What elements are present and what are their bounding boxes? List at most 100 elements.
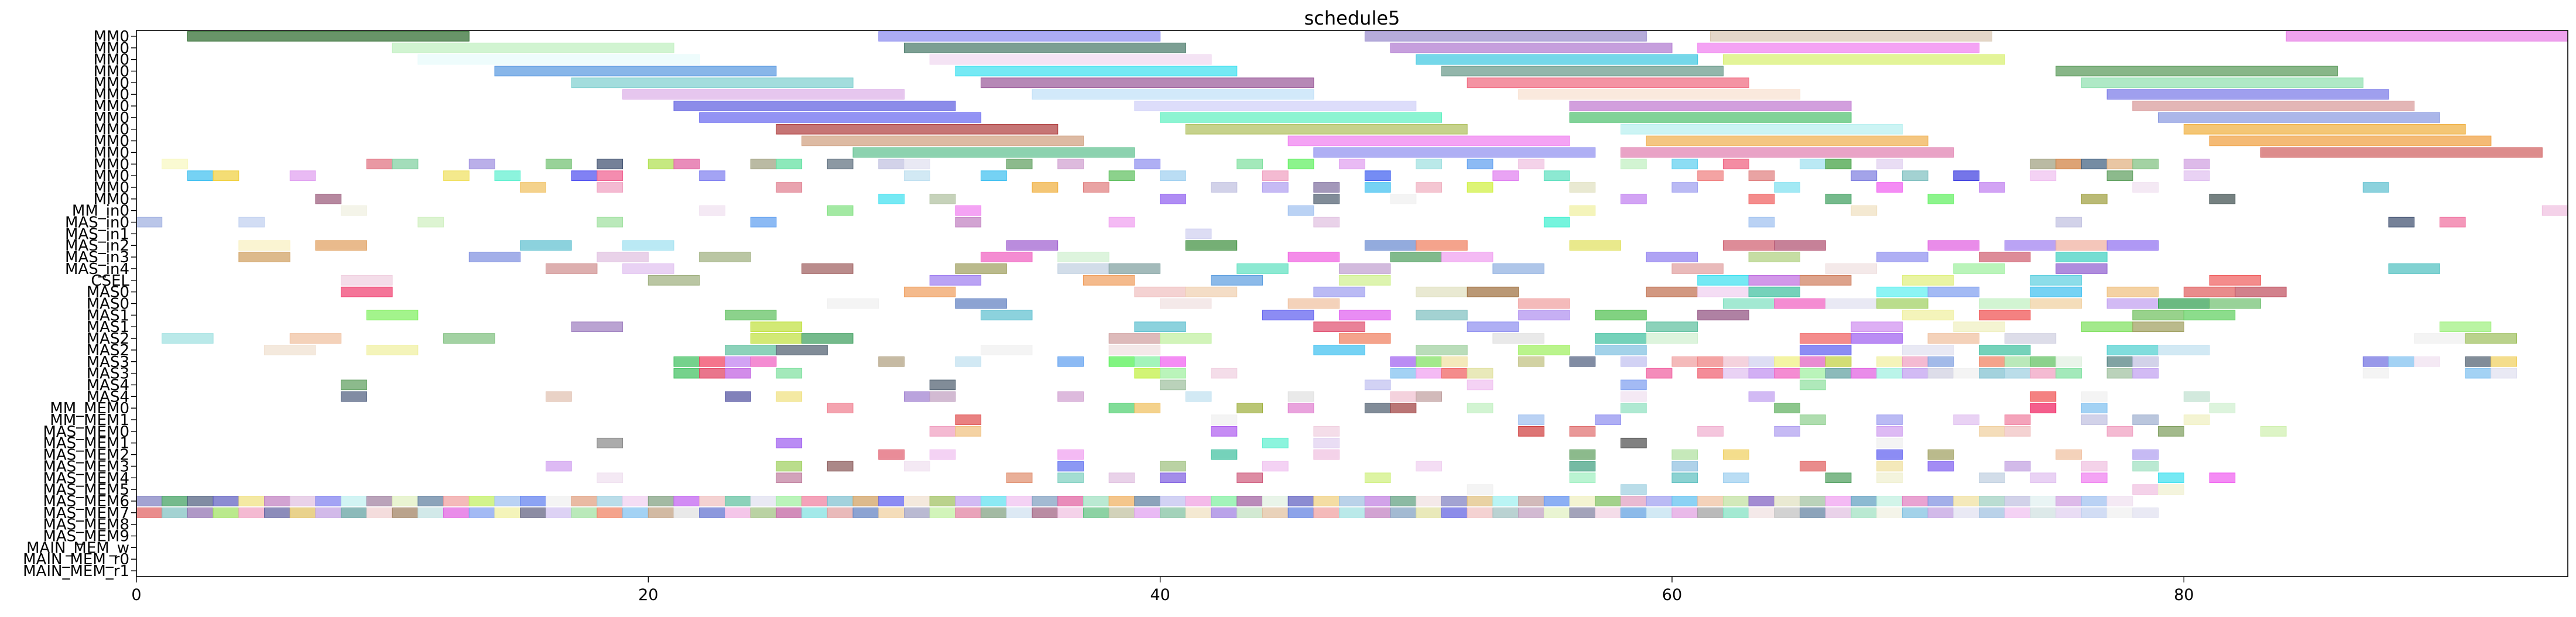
task-bar-89	[1108, 170, 1135, 181]
task-bar-552	[1927, 496, 1954, 506]
task-bar-628	[1876, 508, 1903, 518]
task-bar-223	[2106, 286, 2159, 297]
task-bar-71	[1825, 159, 1852, 170]
task-bar-629	[1902, 508, 1928, 518]
task-bar-249	[1902, 310, 1954, 321]
task-bar-484	[187, 496, 214, 506]
task-bar-132	[2209, 194, 2236, 204]
task-bar-216	[1467, 286, 1519, 297]
task-bar-601	[1185, 508, 1212, 518]
task-bar-23	[1518, 89, 1801, 100]
task-bar-609	[1390, 508, 1417, 518]
task-bar-172	[597, 252, 649, 262]
task-bar-374	[725, 391, 751, 402]
task-bar-251	[2132, 310, 2184, 321]
task-bar-352	[1876, 368, 1903, 379]
task-bar-173	[699, 252, 751, 262]
task-bar-76	[2106, 159, 2133, 170]
task-bar-474	[2030, 472, 2057, 484]
y-tick-label-28: MAS3	[87, 354, 129, 371]
task-bar-608	[1364, 508, 1391, 518]
task-bar-252	[2183, 310, 2236, 321]
task-bar-78	[2183, 159, 2210, 170]
task-bar-151	[2056, 217, 2082, 228]
task-bar-103	[520, 182, 546, 193]
task-bar-331	[2465, 356, 2492, 367]
task-bar-449	[1160, 461, 1186, 472]
task-bar-67	[1621, 159, 1647, 170]
y-tick-label-13: MM0	[94, 179, 129, 197]
task-bar-18	[981, 77, 1314, 88]
y-tick-label-26: MAS2	[87, 330, 129, 348]
task-bar-39	[1646, 135, 1928, 146]
task-bar-581	[673, 508, 700, 518]
task-bar-561	[162, 508, 188, 518]
task-bar-611	[1441, 508, 1468, 518]
task-bar-491	[366, 496, 393, 506]
task-bar-217	[1646, 286, 1698, 297]
task-bar-308	[1441, 356, 1468, 367]
task-bar-234	[1876, 298, 1928, 309]
y-tick-label-27: MAS2	[87, 342, 129, 359]
task-bar-95	[1697, 170, 1724, 181]
task-bar-93	[1492, 170, 1519, 181]
task-bar-417	[1569, 426, 1596, 437]
task-bar-155	[238, 240, 290, 251]
task-bar-540	[1621, 496, 1647, 506]
task-bar-463	[1057, 472, 1084, 484]
task-bar-161	[1364, 240, 1417, 251]
task-bar-524	[1211, 496, 1238, 506]
task-bar-317	[1800, 356, 1826, 367]
task-bar-508	[801, 496, 828, 506]
task-bar-242	[981, 310, 1033, 321]
task-bar-361	[2132, 368, 2159, 379]
task-bar-514	[955, 496, 982, 506]
task-bar-55	[827, 159, 854, 170]
task-bar-24	[2106, 89, 2389, 100]
task-bar-488	[289, 496, 316, 506]
y-tick-label-4: MM0	[94, 74, 129, 92]
task-bar-102	[2183, 170, 2210, 181]
task-bar-269	[1108, 333, 1161, 344]
task-bar-40	[2209, 135, 2492, 146]
task-bar-459	[2132, 461, 2159, 472]
task-bar-290	[1595, 345, 1647, 355]
task-bar-567	[315, 508, 342, 518]
task-bar-28	[2132, 101, 2415, 111]
task-bar-478	[1467, 484, 1493, 495]
task-bar-29	[699, 112, 982, 123]
task-bar-256	[1313, 321, 1365, 333]
task-bar-260	[1953, 321, 2005, 333]
task-bar-512	[904, 496, 930, 506]
task-bar-261	[2081, 321, 2133, 333]
task-bar-61	[1236, 159, 1263, 170]
task-bar-342	[1441, 368, 1468, 379]
task-bar-247	[1595, 310, 1647, 321]
task-bar-383	[1621, 391, 1647, 402]
task-bar-300	[878, 356, 905, 367]
task-bar-442	[2056, 449, 2082, 460]
task-bar-5	[392, 42, 674, 53]
task-bar-105	[776, 182, 803, 193]
task-bar-426	[597, 437, 624, 448]
task-bar-582	[699, 508, 725, 518]
task-bar-112	[1416, 182, 1443, 193]
task-bar-258	[1646, 321, 1698, 333]
task-bar-548	[1825, 496, 1852, 506]
task-bar-238	[2158, 298, 2210, 309]
task-bar-527	[1287, 496, 1314, 506]
task-bar-140	[2541, 205, 2568, 216]
task-bar-181	[1876, 252, 1928, 262]
task-bar-428	[1262, 437, 1289, 448]
task-bar-528	[1313, 496, 1340, 506]
y-tick-label-3: MM0	[94, 63, 129, 80]
task-bar-345	[1697, 368, 1724, 379]
task-bar-466	[1236, 472, 1263, 484]
task-bar-196	[2056, 263, 2108, 274]
task-bar-606	[1313, 508, 1340, 518]
task-bar-568	[341, 508, 367, 518]
y-tick-label-42: MAS_MEM8	[43, 516, 129, 534]
task-bar-546	[1774, 496, 1801, 506]
task-bar-464	[1108, 472, 1135, 484]
task-bar-410	[2132, 414, 2159, 425]
